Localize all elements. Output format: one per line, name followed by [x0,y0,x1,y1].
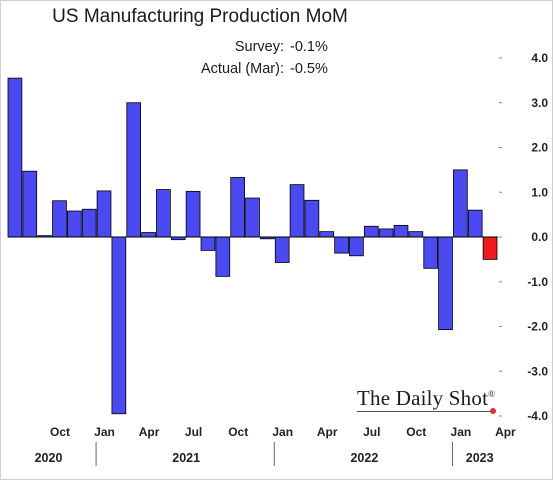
actual-value: -0.5% [290,61,328,77]
survey-value: -0.1% [290,39,328,55]
bar-2020-12 [81,208,97,238]
bar-2022-02 [289,184,305,238]
bar-2021-05 [156,189,171,238]
bar-2022-04 [319,231,335,238]
bar-2022-08 [378,228,394,238]
y-tick-label: -4.0 [527,409,548,423]
x-tick-label: Apr [317,425,338,439]
x-tick-label: Jul [363,425,380,439]
bar-2021-11 [245,197,260,238]
y-tick-label: -3.0 [527,364,548,378]
bar-2021-10 [230,177,245,238]
x-tick-label: Jan [272,425,293,439]
chart-title: US Manufacturing Production MoM [52,6,348,27]
y-tick-label: 3.0 [531,96,548,110]
bar-2021-01 [96,190,112,238]
watermark-logo: The Daily Shot® [357,386,495,411]
bar-2021-02 [111,236,127,415]
x-tick-label: Jan [451,425,472,439]
y-tick-label: -2.0 [527,320,548,334]
bar-2021-03 [126,102,142,238]
bar-2021-08 [200,236,216,251]
watermark-dot [490,408,496,414]
bar-2020-10 [52,200,67,238]
year-label: 2021 [172,451,200,465]
watermark-underline [357,411,495,412]
y-tick-label: 0.0 [531,230,548,244]
actual-label: Actual (Mar): [201,61,284,77]
x-tick-label: Jul [185,425,202,439]
year-label: 2020 [35,451,63,465]
x-tick-label: Apr [495,425,516,439]
bar-2023-01 [453,169,468,238]
bar-2021-04 [141,232,156,238]
y-tick-label: 1.0 [531,185,548,199]
bar-2022-05 [334,236,349,254]
x-tick-label: Oct [228,425,248,439]
x-tick-label: Apr [139,425,160,439]
bar-2022-09 [393,224,409,238]
x-tick-label: Oct [50,425,70,439]
bar-2020-08 [22,170,38,238]
survey-label: Survey: [234,39,284,55]
year-label: 2023 [466,451,494,465]
watermark-mark: ® [488,389,496,399]
bar-2022-11 [423,236,439,269]
bar-2022-12 [438,236,453,331]
bar-2020-11 [66,210,82,238]
y-tick-label: 4.0 [531,51,548,65]
bar-2022-10 [408,231,424,238]
y-tick-label: 2.0 [531,141,548,155]
bar-2022-01 [274,236,290,263]
year-label: 2022 [350,451,378,465]
bar-2020-07 [7,77,23,238]
x-tick-label: Oct [406,425,426,439]
bar-2022-07 [363,225,379,238]
bar-2021-09 [215,236,231,277]
y-tick-label: -1.0 [527,275,548,289]
watermark-text: The Daily Shot [357,386,489,410]
bar-2022-06 [349,236,364,257]
bar-2023-02 [467,209,483,238]
x-tick-label: Jan [94,425,115,439]
bar-2022-03 [304,199,320,238]
bar-2021-07 [185,190,201,238]
bar-2023-03 [482,236,498,260]
